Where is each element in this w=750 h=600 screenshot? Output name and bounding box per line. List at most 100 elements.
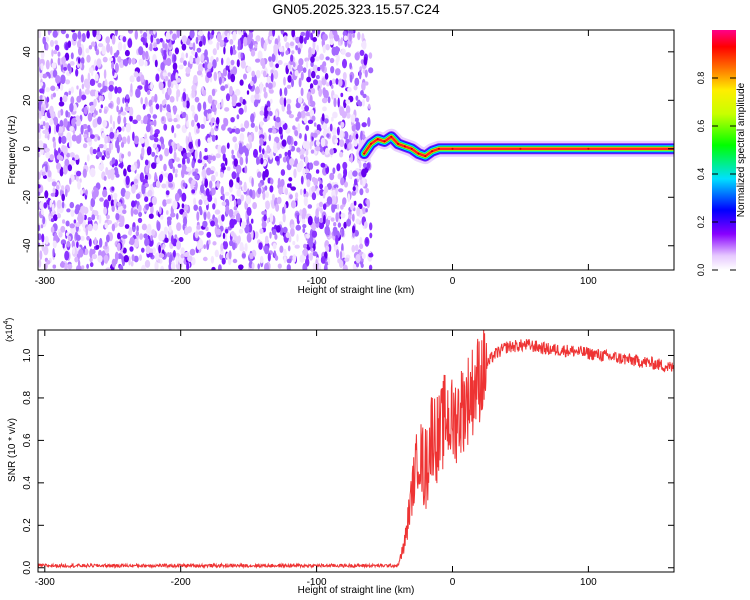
noise-speck <box>240 221 246 229</box>
noise-speck <box>90 197 96 208</box>
noise-speck <box>308 162 314 170</box>
noise-speck <box>335 68 341 76</box>
noise-speck <box>250 113 255 124</box>
noise-speck <box>217 144 222 154</box>
noise-speck <box>321 97 328 104</box>
noise-speck <box>222 68 228 77</box>
noise-speck <box>52 187 56 195</box>
colorbar-tick-label: 0.8 <box>696 72 706 85</box>
signal-trace-point <box>437 147 440 150</box>
noise-speck <box>211 30 215 36</box>
noise-speck <box>159 230 165 241</box>
noise-speck <box>230 117 235 123</box>
noise-speck <box>320 256 326 264</box>
noise-speck <box>152 247 156 255</box>
noise-speck <box>78 248 84 258</box>
noise-speck <box>203 114 207 125</box>
noise-speck <box>285 232 290 239</box>
noise-speck <box>79 88 82 99</box>
noise-speck <box>181 126 186 132</box>
noise-speck <box>58 231 63 238</box>
noise-speck <box>67 235 72 241</box>
noise-speck <box>239 79 244 86</box>
noise-speck <box>339 250 343 260</box>
noise-speck <box>60 185 65 191</box>
noise-speck <box>220 145 226 155</box>
noise-speck <box>194 113 199 123</box>
noise-speck <box>112 120 116 130</box>
noise-speck <box>224 157 228 166</box>
noise-speck <box>355 133 359 140</box>
noise-speck <box>176 124 181 129</box>
noise-speck <box>49 118 54 126</box>
noise-speck <box>278 46 283 53</box>
noise-speck <box>155 180 161 189</box>
noise-speck <box>213 71 218 82</box>
noise-speck <box>342 161 348 170</box>
noise-speck <box>237 38 241 48</box>
x-tick-label: -100 <box>307 577 327 588</box>
noise-speck <box>297 111 302 119</box>
noise-speck <box>351 244 356 253</box>
noise-speck <box>331 195 337 205</box>
noise-speck <box>306 233 310 239</box>
noise-speck <box>189 55 194 65</box>
noise-speck <box>220 85 226 91</box>
noise-speck <box>335 235 339 245</box>
noise-speck <box>353 200 357 206</box>
noise-speck <box>322 121 328 130</box>
noise-speck <box>241 253 246 259</box>
noise-speck <box>103 254 109 264</box>
noise-speck <box>237 30 242 35</box>
noise-speck <box>40 224 44 229</box>
noise-speck <box>108 84 114 92</box>
noise-speck <box>286 84 292 89</box>
noise-speck <box>55 123 60 133</box>
noise-speck <box>163 163 167 172</box>
noise-speck <box>246 233 252 243</box>
noise-speck <box>89 146 93 155</box>
noise-speck <box>263 159 267 166</box>
noise-speck <box>216 41 220 51</box>
noise-speck <box>51 181 57 187</box>
noise-speck <box>358 160 362 169</box>
noise-speck <box>309 109 315 117</box>
y-tick-label: -40 <box>22 238 33 253</box>
noise-speck <box>183 60 187 66</box>
noise-speck <box>323 264 328 270</box>
noise-speck <box>86 54 91 63</box>
noise-speck <box>45 151 51 159</box>
noise-speck <box>269 185 274 193</box>
noise-speck <box>197 158 203 164</box>
noise-speck <box>251 177 254 187</box>
noise-speck <box>246 66 252 73</box>
noise-speck <box>226 166 231 171</box>
noise-speck <box>104 241 108 247</box>
noise-speck <box>233 158 238 167</box>
noise-speck <box>238 107 244 115</box>
noise-speck <box>169 254 173 263</box>
noise-speck <box>111 35 116 45</box>
noise-speck <box>191 84 197 92</box>
noise-speck <box>310 56 315 63</box>
noise-speck <box>94 73 99 82</box>
noise-speck <box>69 102 74 113</box>
noise-speck <box>48 30 52 34</box>
noise-speck <box>95 33 102 41</box>
noise-speck <box>259 110 264 116</box>
noise-speck <box>90 134 95 140</box>
noise-speck <box>220 185 224 196</box>
noise-speck <box>75 235 81 241</box>
signal-trace-point <box>410 147 413 150</box>
noise-speck <box>156 221 161 232</box>
noise-speck <box>355 121 361 131</box>
noise-speck <box>97 116 102 125</box>
noise-speck <box>243 181 247 191</box>
noise-speck <box>362 162 367 168</box>
noise-speck <box>246 90 250 95</box>
noise-speck <box>287 75 292 83</box>
noise-speck <box>250 94 255 104</box>
noise-speck <box>250 229 254 240</box>
noise-speck <box>203 155 209 161</box>
noise-speck <box>132 119 138 125</box>
